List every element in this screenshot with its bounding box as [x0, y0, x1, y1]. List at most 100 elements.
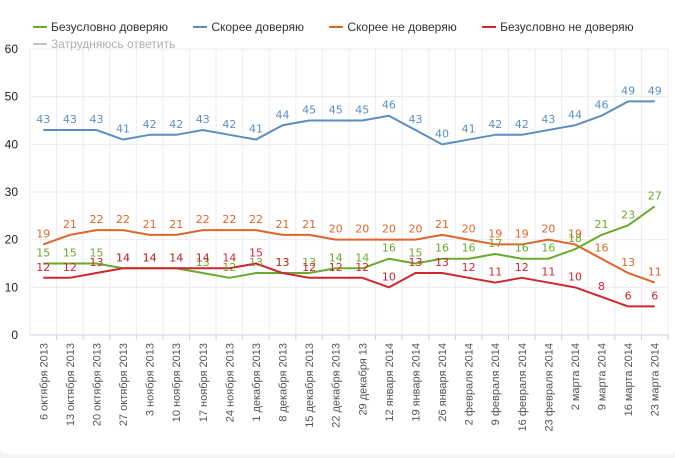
data-label: 10 [382, 270, 396, 283]
legend-item-rather-distrust[interactable]: Скорее не доверяю [329, 20, 457, 34]
data-label: 14 [355, 251, 369, 264]
x-tick-label: 3 ноября 2013 [145, 343, 157, 416]
legend-swatch [482, 26, 497, 28]
y-tick-label: 60 [5, 42, 19, 56]
data-label: 41 [462, 123, 476, 136]
data-label: 14 [116, 251, 130, 264]
data-label: 22 [222, 213, 236, 226]
y-tick-label: 10 [5, 280, 19, 294]
data-label: 20 [355, 223, 369, 236]
data-label: 16 [435, 242, 449, 255]
data-label: 21 [143, 218, 157, 231]
x-tick-label: 9 марта 2014 [597, 343, 609, 410]
legend-item-hard-to-say[interactable]: Затрудняюсь ответить [33, 37, 175, 51]
data-label: 45 [302, 104, 316, 117]
x-tick-label: 20 октября 2013 [91, 343, 103, 426]
data-label: 22 [249, 213, 263, 226]
data-label: 13 [408, 256, 422, 269]
x-tick-label: 9 февраля 2014 [490, 343, 502, 425]
data-label: 10 [568, 270, 582, 283]
data-label: 21 [595, 218, 609, 231]
x-tick-label: 17 ноября 2013 [198, 343, 210, 422]
x-tick-label: 23 марта 2014 [650, 343, 662, 416]
data-label: 8 [598, 280, 605, 293]
data-label: 21 [63, 218, 77, 231]
x-tick-label: 12 января 2014 [384, 343, 396, 422]
data-label: 49 [621, 84, 635, 97]
data-label: 12 [329, 261, 343, 274]
data-label: 17 [488, 237, 502, 250]
data-label: 43 [196, 113, 210, 126]
data-label: 11 [648, 266, 662, 279]
data-label: 43 [408, 113, 422, 126]
data-label: 11 [488, 266, 502, 279]
data-label: 6 [625, 289, 632, 302]
data-label: 22 [196, 213, 210, 226]
data-label: 16 [515, 242, 529, 255]
data-label: 46 [382, 99, 396, 112]
x-tick-label: 6 октября 2013 [38, 343, 50, 420]
data-label: 46 [595, 99, 609, 112]
series-line [43, 100, 655, 146]
data-label: 45 [329, 104, 343, 117]
legend-swatch [33, 26, 47, 28]
data-label: 42 [222, 118, 236, 131]
legend-label: Безусловно не доверяю [500, 20, 634, 34]
x-tick-label: 23 февраля 2014 [543, 343, 555, 431]
data-label: 12 [355, 261, 369, 274]
data-label: 43 [89, 113, 103, 126]
data-label: 45 [355, 104, 369, 117]
y-tick-label: 0 [11, 328, 18, 342]
legend-item-rather-trust[interactable]: Скорее доверяю [193, 20, 304, 34]
data-label: 13 [249, 256, 263, 269]
data-label: 12 [222, 261, 236, 274]
x-tick-label: 27 октября 2013 [118, 343, 130, 426]
data-label: 16 [595, 242, 609, 255]
data-label: 6 [651, 289, 658, 302]
data-label: 18 [568, 232, 582, 245]
data-label: 19 [488, 227, 502, 240]
data-label: 42 [488, 118, 502, 131]
data-label: 13 [302, 256, 316, 269]
data-label: 43 [541, 113, 555, 126]
data-label: 19 [515, 227, 529, 240]
data-label: 44 [276, 108, 290, 121]
legend-item-definitely-distrust[interactable]: Безусловно не доверяю [482, 20, 634, 34]
x-tick-label: 16 марта 2014 [623, 343, 635, 416]
data-label: 19 [36, 227, 50, 240]
data-label: 14 [169, 251, 183, 264]
x-tick-label: 1 декабря 2013 [251, 343, 263, 422]
data-label: 13 [196, 256, 210, 269]
legend-item-definitely-trust[interactable]: Безусловно доверяю [33, 20, 168, 34]
data-label: 12 [302, 261, 316, 274]
data-label: 11 [541, 266, 555, 279]
data-label: 42 [515, 118, 529, 131]
data-label: 20 [382, 223, 396, 236]
series-line [42, 229, 656, 284]
x-tick-label: 22 декабря 2013 [331, 343, 343, 428]
data-label: 43 [36, 113, 50, 126]
data-label: 15 [36, 247, 50, 260]
legend-swatch [33, 43, 47, 45]
data-label: 12 [63, 261, 77, 274]
data-label: 20 [541, 223, 555, 236]
x-tick-label: 19 января 2014 [410, 343, 422, 422]
data-label: 13 [435, 256, 449, 269]
data-label: 42 [143, 118, 157, 131]
data-label: 14 [143, 251, 157, 264]
data-label: 14 [116, 251, 130, 264]
legend-swatch [329, 26, 344, 28]
data-label: 21 [435, 218, 449, 231]
data-label: 16 [462, 242, 476, 255]
data-label: 40 [435, 127, 449, 140]
x-tick-label: 8 декабря 2013 [278, 343, 290, 422]
data-label: 23 [621, 208, 635, 221]
data-label: 15 [408, 247, 422, 260]
data-label: 42 [169, 118, 183, 131]
x-tick-label: 16 февраля 2014 [517, 343, 529, 431]
data-label: 12 [462, 261, 476, 274]
data-label: 14 [222, 251, 236, 264]
legend-label: Скорее доверяю [211, 20, 305, 34]
data-label: 21 [276, 218, 290, 231]
data-label: 12 [515, 261, 529, 274]
